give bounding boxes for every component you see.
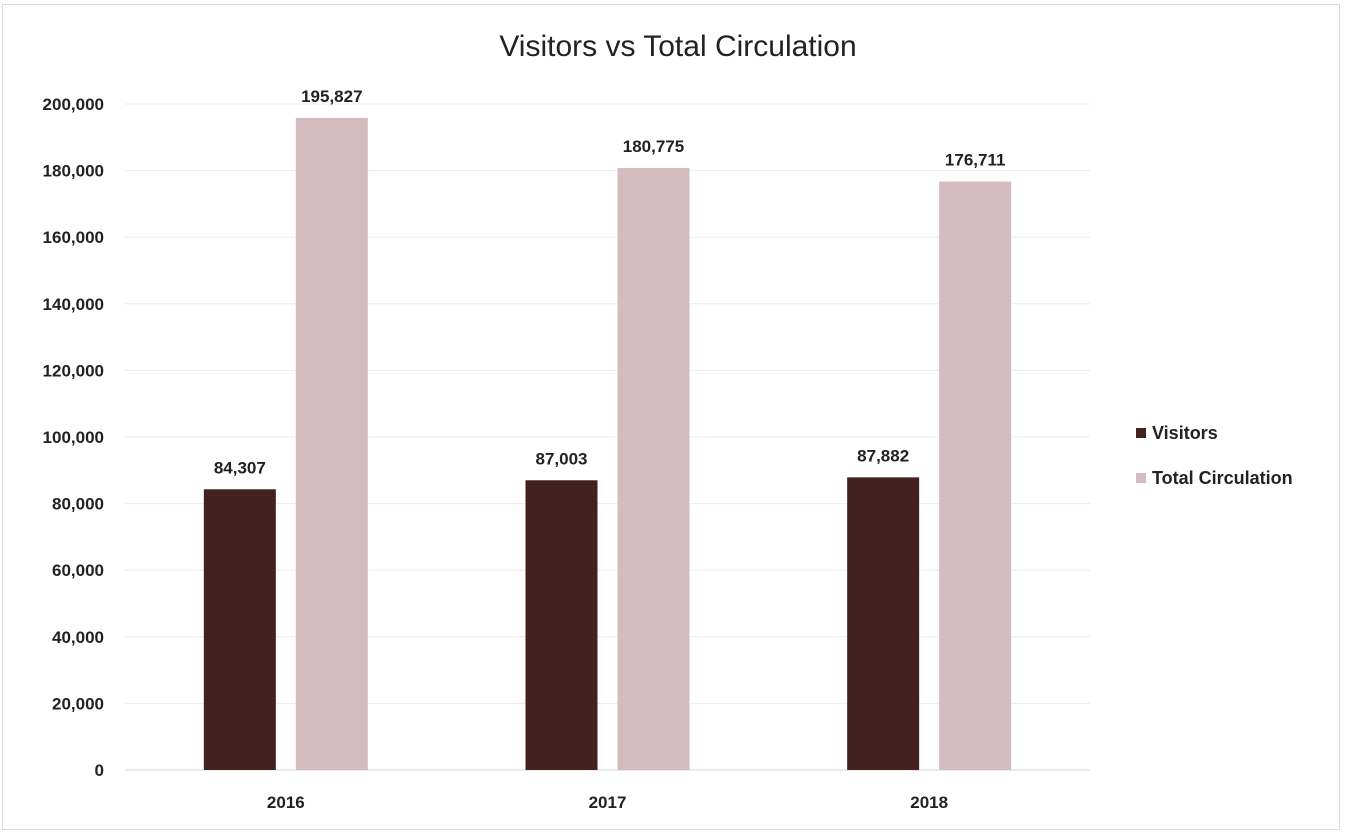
data-label-total-circulation-2016: 195,827 — [301, 87, 362, 106]
y-tick-label: 40,000 — [52, 628, 104, 647]
y-tick-label: 100,000 — [43, 428, 104, 447]
data-label-total-circulation-2018: 176,711 — [945, 151, 1006, 170]
y-tick-label: 120,000 — [43, 361, 104, 380]
y-tick-label: 80,000 — [52, 495, 104, 514]
y-tick-label: 180,000 — [43, 162, 104, 181]
x-tick-label-2018: 2018 — [910, 793, 948, 812]
y-tick-label: 0 — [95, 761, 104, 780]
chart-title: Visitors vs Total Circulation — [499, 30, 857, 63]
y-tick-label: 20,000 — [52, 694, 104, 713]
legend-label-total-circulation: Total Circulation — [1152, 467, 1293, 488]
y-tick-label: 140,000 — [43, 295, 104, 314]
legend-label-visitors: Visitors — [1152, 422, 1218, 443]
legend: Visitors Total Circulation — [1136, 421, 1336, 511]
bar-total-circulation-2017 — [617, 168, 690, 770]
x-tick-label-2016: 2016 — [267, 793, 305, 812]
data-label-visitors-2018: 87,882 — [857, 446, 909, 465]
data-label-visitors-2017: 87,003 — [536, 449, 588, 468]
bar-visitors-2017 — [525, 480, 598, 770]
legend-item-total-circulation: Total Circulation — [1136, 466, 1336, 490]
legend-item-visitors: Visitors — [1136, 421, 1336, 445]
y-tick-label: 60,000 — [52, 561, 104, 580]
data-label-visitors-2016: 84,307 — [214, 458, 266, 477]
legend-swatch-total-circulation — [1136, 473, 1146, 483]
bar-total-circulation-2018 — [939, 181, 1012, 770]
x-tick-label-2017: 2017 — [589, 793, 627, 812]
data-label-total-circulation-2017: 180,775 — [623, 137, 684, 156]
y-tick-label: 200,000 — [43, 95, 104, 114]
legend-swatch-visitors — [1136, 428, 1146, 438]
bar-visitors-2018 — [847, 477, 920, 770]
bar-visitors-2016 — [203, 489, 276, 770]
y-tick-label: 160,000 — [43, 228, 104, 247]
bar-total-circulation-2016 — [295, 117, 368, 770]
